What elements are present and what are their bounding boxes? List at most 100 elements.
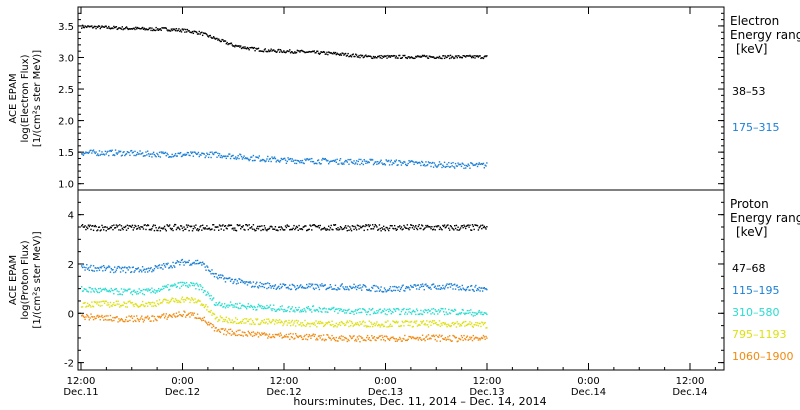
data-point [120, 288, 123, 290]
data-point [277, 286, 279, 288]
data-point [407, 324, 409, 327]
data-point [225, 227, 228, 229]
data-point [343, 339, 345, 341]
data-point [454, 309, 457, 311]
data-point [305, 51, 308, 53]
data-point [260, 334, 262, 336]
data-point [386, 57, 388, 59]
data-point [345, 288, 348, 291]
data-point [361, 321, 364, 323]
data-point [324, 284, 326, 286]
series-electron-0 [81, 24, 488, 60]
data-point [203, 289, 206, 292]
data-point [360, 289, 363, 291]
data-point [363, 308, 365, 311]
data-point [395, 338, 398, 340]
data-point [167, 153, 169, 156]
data-point [418, 224, 420, 226]
data-point [307, 336, 310, 338]
data-point [386, 326, 388, 328]
data-point [207, 293, 210, 295]
data-point [436, 288, 438, 290]
data-point [478, 227, 480, 229]
data-point [252, 321, 255, 324]
data-point [250, 282, 252, 284]
data-point [460, 335, 463, 337]
data-point [341, 339, 343, 341]
data-point [256, 331, 259, 334]
data-point [207, 324, 209, 326]
data-point [91, 270, 94, 272]
data-point [226, 228, 228, 230]
data-point [278, 319, 281, 321]
data-point [240, 228, 242, 230]
data-point [141, 152, 143, 155]
data-point [389, 286, 392, 288]
data-point [393, 338, 396, 340]
data-point [115, 300, 118, 303]
data-point [209, 270, 211, 273]
data-point [151, 315, 153, 317]
data-point [307, 51, 310, 53]
data-point [311, 283, 314, 285]
data-point [159, 289, 162, 291]
data-point [447, 54, 449, 57]
data-point [480, 57, 482, 60]
data-point [230, 304, 233, 306]
data-point [471, 288, 474, 291]
data-point [300, 284, 302, 286]
data-point [326, 228, 328, 230]
data-point [399, 313, 402, 316]
data-point [388, 56, 390, 58]
data-point [201, 303, 203, 305]
data-point [465, 55, 468, 57]
data-point [393, 54, 395, 57]
data-point [319, 284, 321, 286]
data-point [332, 53, 334, 55]
data-point [97, 226, 100, 229]
y-tick-label: -2 [64, 359, 74, 370]
data-point [368, 225, 370, 228]
data-point [180, 285, 183, 287]
data-point [339, 308, 342, 310]
data-point [85, 228, 87, 231]
data-point [136, 267, 139, 270]
data-point [483, 336, 486, 338]
data-point [292, 324, 294, 326]
data-point [129, 225, 131, 227]
data-point [465, 338, 467, 341]
data-point [127, 288, 129, 291]
data-point [205, 269, 207, 271]
data-point [462, 321, 464, 324]
data-point [151, 227, 153, 230]
data-point [240, 45, 242, 47]
data-point [138, 153, 140, 155]
data-point [206, 33, 208, 36]
data-point [189, 31, 191, 33]
data-point [177, 29, 179, 32]
data-point [445, 284, 447, 287]
data-point [229, 301, 232, 303]
data-point [98, 269, 101, 271]
data-point [168, 289, 170, 291]
data-point [259, 333, 261, 336]
data-point [323, 284, 326, 286]
data-point [200, 285, 202, 287]
data-point [437, 164, 440, 166]
data-point [384, 313, 387, 315]
data-point [316, 308, 318, 311]
data-point [423, 311, 425, 314]
data-point [349, 226, 351, 228]
data-point [302, 324, 305, 326]
data-point [404, 320, 407, 322]
data-point [436, 166, 438, 168]
data-point [182, 314, 184, 316]
data-point [475, 163, 477, 166]
data-point [298, 224, 300, 227]
data-point [295, 334, 298, 337]
data-point [375, 339, 377, 342]
data-point [242, 156, 244, 159]
data-point [145, 228, 147, 231]
data-point [205, 321, 207, 323]
data-point [152, 301, 154, 304]
